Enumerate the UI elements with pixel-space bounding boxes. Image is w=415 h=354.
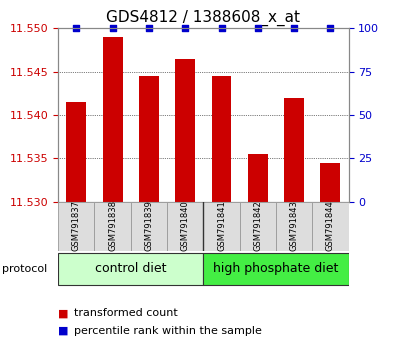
Text: GSM791839: GSM791839: [144, 200, 154, 251]
Bar: [203, 253, 349, 285]
Bar: [167, 202, 203, 251]
Bar: [175, 59, 195, 202]
Bar: [312, 202, 349, 251]
Text: ■: ■: [58, 326, 68, 336]
Bar: [58, 202, 95, 251]
Point: [218, 25, 225, 31]
Point: [291, 25, 298, 31]
Bar: [212, 76, 232, 202]
Text: GSM791838: GSM791838: [108, 200, 117, 251]
Text: control diet: control diet: [95, 262, 166, 275]
Bar: [66, 102, 86, 202]
Bar: [276, 202, 312, 251]
Point: [254, 25, 261, 31]
Text: GSM791841: GSM791841: [217, 200, 226, 251]
Bar: [248, 154, 268, 202]
FancyArrow shape: [45, 262, 56, 275]
Bar: [95, 202, 131, 251]
Text: ■: ■: [58, 308, 68, 318]
Point: [146, 25, 152, 31]
Text: transformed count: transformed count: [74, 308, 178, 318]
Bar: [240, 202, 276, 251]
Text: percentile rank within the sample: percentile rank within the sample: [74, 326, 262, 336]
Text: GSM791842: GSM791842: [253, 200, 262, 251]
Title: GDS4812 / 1388608_x_at: GDS4812 / 1388608_x_at: [106, 9, 300, 25]
Bar: [320, 163, 340, 202]
Point: [327, 25, 334, 31]
Point: [182, 25, 188, 31]
Text: GSM791837: GSM791837: [72, 200, 81, 251]
Text: GSM791843: GSM791843: [290, 200, 299, 251]
Text: GSM791844: GSM791844: [326, 200, 335, 251]
Bar: [58, 253, 203, 285]
Bar: [103, 37, 122, 202]
Bar: [284, 98, 304, 202]
Text: protocol: protocol: [2, 264, 47, 274]
Point: [109, 25, 116, 31]
Bar: [139, 76, 159, 202]
Bar: [203, 202, 240, 251]
Text: GSM791840: GSM791840: [181, 200, 190, 251]
Text: high phosphate diet: high phosphate diet: [213, 262, 339, 275]
Point: [73, 25, 80, 31]
Bar: [131, 202, 167, 251]
